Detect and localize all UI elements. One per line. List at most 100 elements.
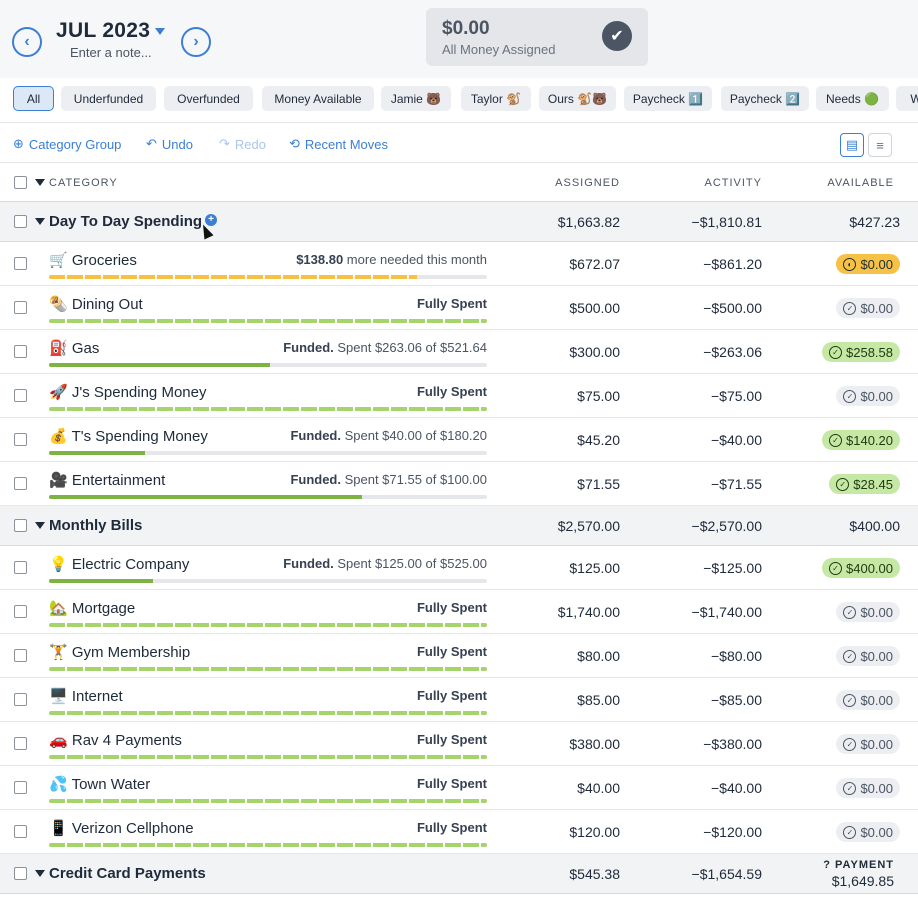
category-group-row[interactable]: Credit Card Payments $545.38 −$1,654.59 ? P… <box>0 854 918 894</box>
filter-chip-7[interactable]: Ours 🐒🐻 <box>539 86 616 111</box>
activity-amount[interactable]: −$263.06 <box>703 344 762 360</box>
category-name[interactable]: 🏡 Mortgage <box>49 599 135 617</box>
next-month-button[interactable]: › <box>181 27 211 57</box>
activity-amount[interactable]: −$380.00 <box>703 736 762 752</box>
category-name[interactable]: 💡 Electric Company <box>49 555 189 573</box>
group-checkbox[interactable] <box>14 867 27 880</box>
available-pill[interactable]: ✓ $0.00 <box>836 734 900 754</box>
category-checkbox[interactable] <box>14 561 27 574</box>
category-checkbox[interactable] <box>14 737 27 750</box>
available-pill[interactable]: ✓ $0.00 <box>836 386 900 406</box>
filter-chip-9[interactable]: Paycheck 2️⃣ <box>721 86 809 111</box>
collapse-group-caret-icon[interactable] <box>35 218 45 225</box>
category-name[interactable]: 🚗 Rav 4 Payments <box>49 731 182 749</box>
assigned-amount[interactable]: $40.00 <box>577 780 620 796</box>
category-row[interactable]: 🏋️ Gym Membership Fully Spent $80.00 −$80.0… <box>0 634 918 678</box>
filter-chip-2[interactable]: Underfunded <box>61 86 156 111</box>
activity-amount[interactable]: −$120.00 <box>703 824 762 840</box>
assigned-amount[interactable]: $1,740.00 <box>557 604 620 620</box>
filter-chip-5[interactable]: Jamie 🐻 <box>381 86 451 111</box>
redo-button[interactable]: ↷ Redo <box>219 136 266 152</box>
activity-amount[interactable]: −$1,740.00 <box>691 604 762 620</box>
category-row[interactable]: 💡 Electric Company Funded. Spent $125.00 … <box>0 546 918 590</box>
category-name[interactable]: 🖥️ Internet <box>49 687 123 705</box>
category-checkbox[interactable] <box>14 693 27 706</box>
assigned-amount[interactable]: $300.00 <box>569 344 620 360</box>
category-row[interactable]: 🏡 Mortgage Fully Spent $1,740.00 −$1,740.00… <box>0 590 918 634</box>
previous-month-button[interactable]: ‹ <box>12 27 42 57</box>
category-row[interactable]: 🖥️ Internet Fully Spent $85.00 −$85.00 ✓ $0.0… <box>0 678 918 722</box>
assigned-amount[interactable]: $500.00 <box>569 300 620 316</box>
available-pill[interactable]: ✓ $258.58 <box>822 342 900 362</box>
undo-button[interactable]: ↶ Undo <box>146 136 193 152</box>
category-checkbox[interactable] <box>14 257 27 270</box>
available-pill[interactable]: ✓ $140.20 <box>822 430 900 450</box>
category-name[interactable]: 🏋️ Gym Membership <box>49 643 190 661</box>
available-pill[interactable]: ✓ $0.00 <box>836 602 900 622</box>
group-checkbox[interactable] <box>14 519 27 532</box>
compact-view-icon[interactable]: ≡ <box>868 133 892 157</box>
category-checkbox[interactable] <box>14 825 27 838</box>
add-category-icon[interactable]: + <box>205 214 217 226</box>
ready-to-assign-panel[interactable]: $0.00 All Money Assigned ✔ <box>426 8 648 66</box>
category-checkbox[interactable] <box>14 605 27 618</box>
available-pill[interactable]: ✓ $0.00 <box>836 690 900 710</box>
category-checkbox[interactable] <box>14 649 27 662</box>
category-checkbox[interactable] <box>14 389 27 402</box>
assigned-amount[interactable]: $380.00 <box>569 736 620 752</box>
assigned-amount[interactable]: $71.55 <box>577 476 620 492</box>
category-name[interactable]: ⛽ Gas <box>49 339 99 357</box>
category-row[interactable]: 🛒 Groceries $138.80 more needed this mont… <box>0 242 918 286</box>
collapse-group-caret-icon[interactable] <box>35 870 45 877</box>
activity-amount[interactable]: −$125.00 <box>703 560 762 576</box>
assigned-amount[interactable]: $45.20 <box>577 432 620 448</box>
available-pill[interactable]: ✓ $0.00 <box>836 646 900 666</box>
category-name[interactable]: 🎥 Entertainment <box>49 471 165 489</box>
category-checkbox[interactable] <box>14 477 27 490</box>
group-name[interactable]: Day To Day Spending <box>49 213 203 230</box>
assigned-amount[interactable]: $85.00 <box>577 692 620 708</box>
category-row[interactable]: 🌯 Dining Out Fully Spent $500.00 −$500.00 ✓ $… <box>0 286 918 330</box>
assigned-amount[interactable]: $125.00 <box>569 560 620 576</box>
filter-chip-4[interactable]: Money Available <box>262 86 374 111</box>
filter-chip-11[interactable]: W <box>896 86 918 111</box>
available-pill[interactable]: ✓ $400.00 <box>822 558 900 578</box>
activity-amount[interactable]: −$71.55 <box>711 476 762 492</box>
filter-chip-6[interactable]: Taylor 🐒 <box>461 86 531 111</box>
month-picker-caret-icon[interactable] <box>155 28 165 35</box>
assigned-amount[interactable]: $80.00 <box>577 648 620 664</box>
filter-chip-1[interactable]: All <box>13 86 54 111</box>
group-name[interactable]: Credit Card Payments <box>49 865 206 882</box>
activity-amount[interactable]: −$40.00 <box>711 432 762 448</box>
collapse-all-caret-icon[interactable] <box>35 179 45 186</box>
category-row[interactable]: 📱 Verizon Cellphone Fully Spent $120.00 −$1… <box>0 810 918 854</box>
assigned-amount[interactable]: $672.07 <box>569 256 620 272</box>
available-pill[interactable]: ✓ $28.45 <box>829 474 900 494</box>
add-category-group-button[interactable]: ⊕ Category Group <box>13 136 121 152</box>
category-row[interactable]: 💦 Town Water Fully Spent $40.00 −$40.00 ✓ $0.… <box>0 766 918 810</box>
category-name[interactable]: 🚀 J's Spending Money <box>49 383 206 401</box>
category-checkbox[interactable] <box>14 345 27 358</box>
assigned-amount[interactable]: $75.00 <box>577 388 620 404</box>
category-name[interactable]: 💰 T's Spending Money <box>49 427 208 445</box>
category-row[interactable]: 🚀 J's Spending Money Fully Spent $75.00 −$7… <box>0 374 918 418</box>
activity-amount[interactable]: −$85.00 <box>711 692 762 708</box>
expanded-view-icon[interactable]: ▤ <box>840 133 864 157</box>
filter-chip-3[interactable]: Overfunded <box>164 86 253 111</box>
activity-amount[interactable]: −$861.20 <box>703 256 762 272</box>
available-pill[interactable]: ✓ $0.00 <box>836 778 900 798</box>
category-checkbox[interactable] <box>14 301 27 314</box>
category-name[interactable]: 💦 Town Water <box>49 775 150 793</box>
assigned-amount[interactable]: $120.00 <box>569 824 620 840</box>
category-checkbox[interactable] <box>14 781 27 794</box>
activity-amount[interactable]: −$40.00 <box>711 780 762 796</box>
category-name[interactable]: 🛒 Groceries <box>49 251 137 269</box>
category-row[interactable]: 🎥 Entertainment Funded. Spent $71.55 of $… <box>0 462 918 506</box>
recent-moves-button[interactable]: ⟲ Recent Moves <box>289 136 388 152</box>
category-row[interactable]: ⛽ Gas Funded. Spent $263.06 of $521.64 $30… <box>0 330 918 374</box>
category-group-row[interactable]: Monthly Bills $2,570.00 −$2,570.00 $400.00 <box>0 506 918 546</box>
activity-amount[interactable]: −$75.00 <box>711 388 762 404</box>
group-name[interactable]: Monthly Bills <box>49 517 143 534</box>
category-group-row[interactable]: Day To Day Spending $1,663.82 −$1,810.81 $4… <box>0 202 918 242</box>
group-checkbox[interactable] <box>14 215 27 228</box>
